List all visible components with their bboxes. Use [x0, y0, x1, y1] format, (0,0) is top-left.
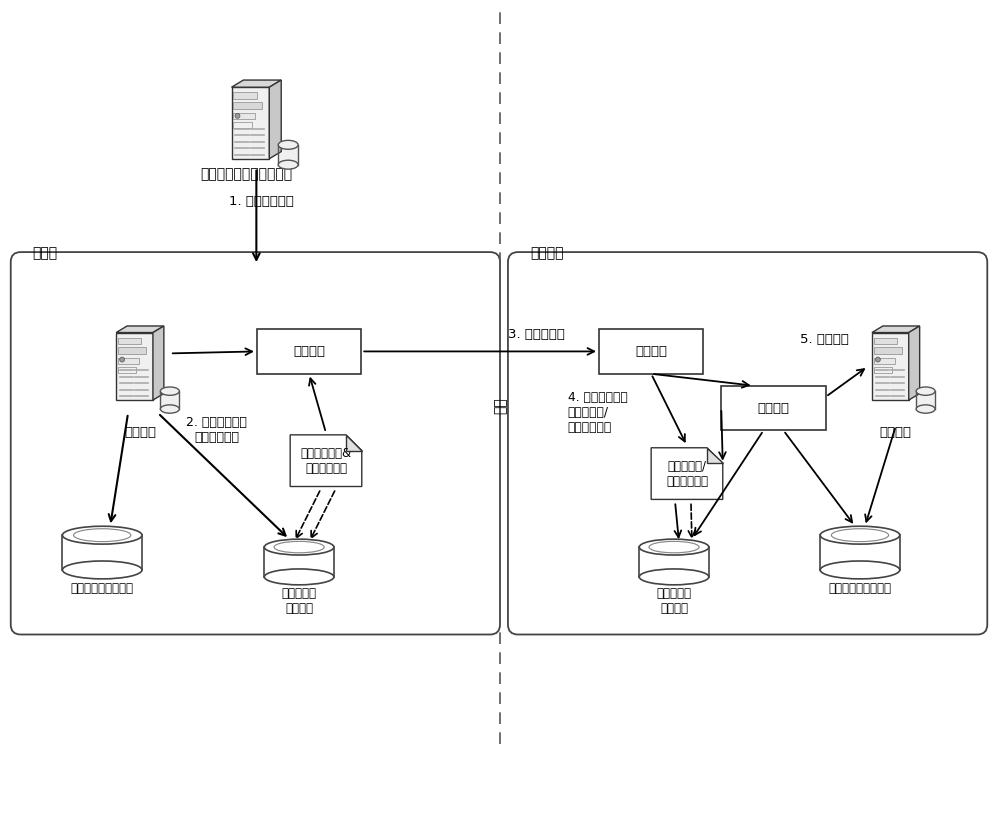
Ellipse shape	[916, 387, 935, 396]
Text: 接收进程: 接收进程	[635, 345, 667, 358]
Text: 存放数据文件的磁盘: 存放数据文件的磁盘	[828, 582, 891, 595]
Text: 4. 将日志流写入
备日志文件/
归档日志文件: 4. 将日志流写入 备日志文件/ 归档日志文件	[568, 392, 627, 434]
FancyBboxPatch shape	[508, 252, 987, 634]
Ellipse shape	[62, 561, 142, 579]
Polygon shape	[872, 333, 909, 400]
Polygon shape	[269, 80, 281, 159]
Text: 存放数据文件的磁盘: 存放数据文件的磁盘	[71, 582, 134, 595]
FancyBboxPatch shape	[599, 329, 703, 374]
Ellipse shape	[916, 405, 935, 413]
FancyBboxPatch shape	[11, 252, 500, 634]
Text: 存放日志文
件的磁盘: 存放日志文 件的磁盘	[282, 586, 317, 615]
Ellipse shape	[274, 541, 324, 553]
Polygon shape	[651, 448, 723, 500]
Ellipse shape	[831, 529, 889, 542]
FancyBboxPatch shape	[721, 386, 826, 430]
Circle shape	[875, 357, 880, 362]
Polygon shape	[116, 333, 153, 400]
Polygon shape	[872, 326, 920, 333]
Polygon shape	[264, 547, 334, 577]
Text: 应用进程: 应用进程	[757, 401, 789, 415]
FancyBboxPatch shape	[233, 113, 255, 119]
Text: 2. 将数据变化记
录于日志文件: 2. 将数据变化记 录于日志文件	[186, 416, 247, 444]
Text: 1. 应用事务提交: 1. 应用事务提交	[229, 196, 293, 208]
Polygon shape	[290, 434, 362, 487]
Circle shape	[120, 357, 125, 362]
Ellipse shape	[820, 561, 900, 579]
Ellipse shape	[62, 526, 142, 544]
FancyBboxPatch shape	[257, 329, 361, 374]
Polygon shape	[62, 535, 142, 570]
Ellipse shape	[278, 160, 298, 169]
Polygon shape	[160, 392, 179, 409]
Ellipse shape	[264, 539, 334, 555]
Text: 存放日志文
件的磁盘: 存放日志文 件的磁盘	[657, 586, 692, 615]
Ellipse shape	[278, 140, 298, 150]
Polygon shape	[232, 80, 281, 88]
Circle shape	[235, 113, 240, 118]
Polygon shape	[232, 88, 269, 159]
FancyBboxPatch shape	[233, 93, 257, 99]
FancyBboxPatch shape	[874, 368, 892, 373]
Text: 备用站点: 备用站点	[530, 246, 563, 260]
Polygon shape	[916, 392, 935, 409]
FancyBboxPatch shape	[874, 348, 902, 354]
Polygon shape	[278, 145, 298, 164]
Ellipse shape	[264, 569, 334, 585]
Text: 联机日志文件&
归档日志文件: 联机日志文件& 归档日志文件	[300, 447, 352, 475]
FancyBboxPatch shape	[118, 348, 146, 354]
Polygon shape	[153, 326, 164, 400]
Ellipse shape	[639, 569, 709, 585]
Text: 主数据库: 主数据库	[124, 426, 156, 439]
Polygon shape	[639, 547, 709, 577]
FancyBboxPatch shape	[233, 102, 262, 109]
Polygon shape	[346, 434, 362, 451]
FancyBboxPatch shape	[874, 338, 897, 344]
FancyBboxPatch shape	[233, 122, 252, 128]
FancyBboxPatch shape	[118, 338, 141, 344]
Ellipse shape	[74, 529, 131, 542]
Ellipse shape	[649, 541, 699, 553]
Ellipse shape	[639, 539, 709, 555]
FancyBboxPatch shape	[118, 368, 136, 373]
FancyBboxPatch shape	[118, 358, 139, 364]
Polygon shape	[116, 326, 164, 333]
Ellipse shape	[160, 387, 179, 396]
FancyBboxPatch shape	[874, 358, 895, 364]
Text: 传输进程: 传输进程	[293, 345, 325, 358]
Text: 主站点: 主站点	[33, 246, 58, 260]
Text: 备日志文件/
归档日志文件: 备日志文件/ 归档日志文件	[666, 459, 708, 487]
Text: 备数据库: 备数据库	[880, 426, 912, 439]
Text: 网络: 网络	[493, 397, 507, 415]
Ellipse shape	[820, 526, 900, 544]
Text: 3. 日志流传输: 3. 日志流传输	[508, 329, 565, 341]
Polygon shape	[909, 326, 920, 400]
Text: 5. 日志应用: 5. 日志应用	[800, 334, 849, 346]
Polygon shape	[820, 535, 900, 570]
Ellipse shape	[160, 405, 179, 413]
Polygon shape	[707, 448, 723, 463]
Text: 应用服务器（业务系统）: 应用服务器（业务系统）	[200, 168, 292, 182]
